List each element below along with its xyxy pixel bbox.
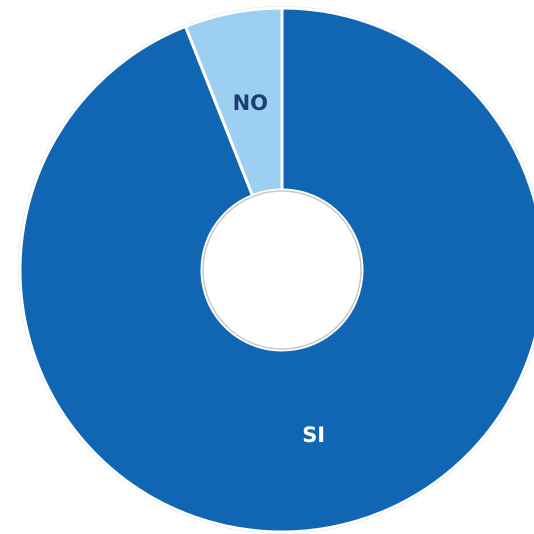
slice-label: SI xyxy=(302,423,325,447)
slice xyxy=(18,6,534,534)
inner-border xyxy=(202,190,362,350)
slice xyxy=(184,6,284,198)
slice-label: NO xyxy=(233,91,268,115)
